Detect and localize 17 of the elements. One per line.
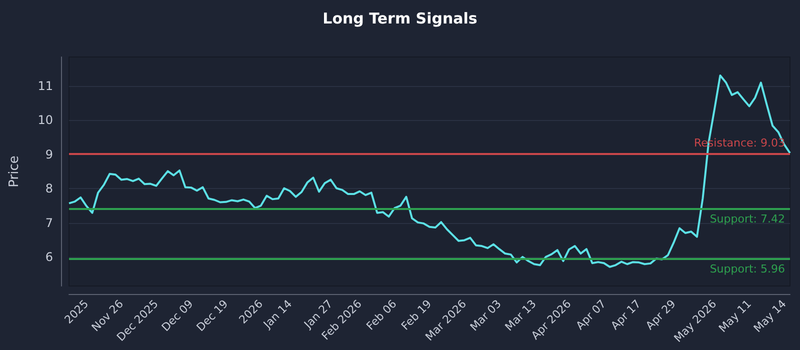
x-tick-label: Apr 17: [608, 297, 644, 332]
x-tick-label: Dec 19: [194, 297, 231, 334]
y-tick-label: 6: [45, 250, 53, 264]
chart-title: Long Term Signals: [322, 10, 478, 28]
y-tick-label: 10: [38, 113, 53, 128]
x-tick-label: Dec 09: [159, 297, 196, 334]
x-tick-label: Apr 29: [643, 297, 678, 332]
x-tick-label: Mar 03: [468, 297, 504, 334]
y-tick-label: 7: [45, 216, 53, 230]
y-tick-label: 8: [45, 182, 53, 196]
ref-line-label: Support: 7.42: [710, 212, 785, 226]
y-tick-label: 9: [45, 147, 53, 162]
x-tick-label: Feb 06: [364, 297, 400, 333]
y-axis-title: Price: [7, 156, 22, 188]
x-tick-label: Apr 07: [574, 297, 609, 332]
ref-line-label: Support: 5.96: [710, 262, 785, 276]
y-tick-label: 11: [38, 79, 53, 94]
